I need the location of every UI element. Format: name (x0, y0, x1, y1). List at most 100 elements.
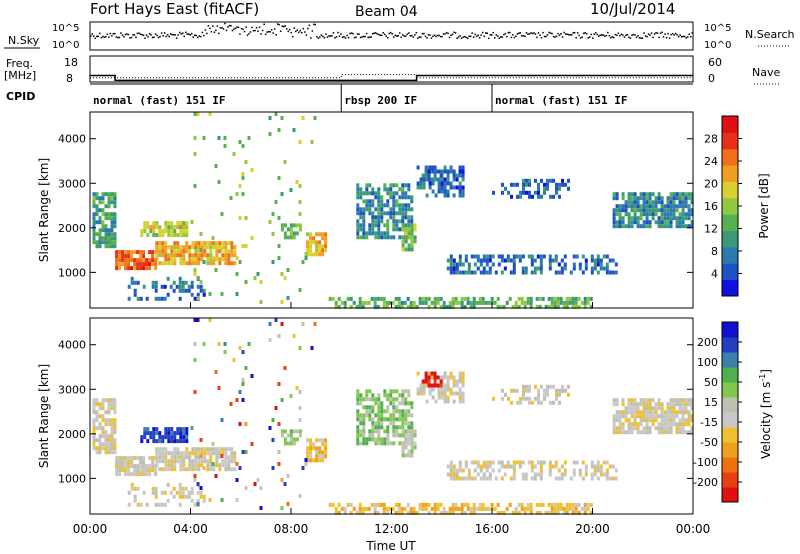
power-cell (362, 191, 366, 196)
noise-dot (573, 31, 576, 34)
power-cell (512, 258, 516, 263)
noise-dot (637, 35, 639, 37)
noise-dot (356, 33, 359, 35)
velocity-cell (430, 371, 434, 376)
power-cell (461, 169, 465, 174)
velocity-cell (377, 409, 381, 414)
power-cell (581, 254, 585, 259)
noise-dot (494, 37, 496, 39)
power-cell (209, 249, 213, 254)
velocity-cell (669, 426, 673, 431)
velocity-cell (519, 400, 522, 405)
velocity-cell (115, 456, 119, 461)
power-cell (639, 208, 643, 213)
velocity-cell (194, 451, 198, 456)
velocity-cell (179, 451, 183, 456)
velocity-cell (113, 442, 117, 447)
power-cell (528, 194, 531, 199)
power-cell (139, 254, 143, 259)
velocity-cell (560, 472, 564, 477)
power-cell (289, 235, 293, 240)
power-cell (164, 261, 168, 266)
power-cell (151, 254, 155, 259)
velocity-cell (401, 429, 405, 434)
range-tick-label: 1000 (58, 266, 86, 279)
velocity-cell (155, 431, 159, 436)
power-cell (197, 241, 201, 246)
velocity-cell (382, 510, 386, 515)
velocity-cell (684, 422, 688, 427)
power-cell (612, 212, 616, 217)
velocity-cell (506, 464, 510, 469)
velocity-cell (636, 410, 640, 415)
range-tick-label: 2000 (58, 222, 86, 235)
noise-dot (460, 37, 463, 39)
velocity-cell (356, 441, 360, 446)
power-cell (367, 300, 371, 305)
velocity-cell (167, 451, 171, 456)
velocity-cell (567, 384, 570, 389)
noise-dot (301, 32, 303, 34)
noise-dot (150, 34, 152, 36)
velocity-cell (521, 476, 525, 481)
power-cell (482, 270, 486, 275)
noise-dot (365, 32, 368, 35)
power-cell (672, 212, 676, 217)
velocity-cell (675, 422, 679, 427)
velocity-cell (309, 454, 313, 459)
velocity-cell (164, 431, 168, 436)
velocity-cell (277, 334, 281, 338)
power-cell (555, 182, 558, 187)
freq-tick-bottom: 8 (66, 72, 73, 85)
power-cell (373, 296, 377, 301)
noise-dot (206, 32, 208, 35)
velocity-cell (572, 468, 576, 473)
velocity-cell (687, 422, 691, 427)
power-cell (199, 232, 203, 236)
power-cell (461, 165, 465, 170)
velocity-cell (528, 396, 531, 401)
power-cell (476, 258, 480, 263)
power-cell (521, 266, 525, 271)
velocity-cell (522, 388, 525, 393)
power-cell (151, 258, 155, 263)
velocity-cell (535, 510, 539, 515)
power-cell (152, 233, 156, 238)
velocity-cell (642, 430, 646, 435)
velocity-cell (359, 441, 363, 446)
velocity-cell (687, 430, 691, 435)
velocity-cell (362, 405, 366, 410)
power-cell (176, 245, 180, 250)
velocity-cell (356, 417, 360, 422)
power-cell (295, 231, 299, 236)
power-cell (621, 224, 625, 229)
power-cell (433, 165, 437, 170)
noise-dot (643, 32, 645, 34)
power-cell (469, 300, 473, 305)
velocity-cell (188, 463, 192, 468)
power-cell (611, 270, 615, 275)
velocity-cell (230, 459, 234, 464)
power-cell (306, 244, 310, 249)
velocity-cell (389, 421, 393, 426)
power-cell (525, 190, 528, 195)
velocity-cell (121, 468, 125, 473)
velocity-cell (410, 445, 414, 450)
velocity-cell (556, 506, 560, 511)
power-cell (621, 208, 625, 213)
power-cell (191, 245, 195, 250)
velocity-cell (200, 447, 204, 452)
power-cell (178, 284, 182, 289)
power-cell (407, 235, 411, 240)
velocity-cell (98, 402, 102, 407)
nave-label: Nave (752, 66, 780, 79)
power-cell (445, 304, 449, 309)
velocity-cell (407, 441, 411, 446)
velocity-cell (413, 445, 417, 450)
velocity-cell (107, 398, 111, 403)
power-cell (395, 223, 399, 228)
velocity-cell (292, 441, 296, 446)
velocity-cell (446, 464, 450, 469)
velocity-cell (371, 409, 375, 414)
velocity-cell (687, 402, 691, 407)
